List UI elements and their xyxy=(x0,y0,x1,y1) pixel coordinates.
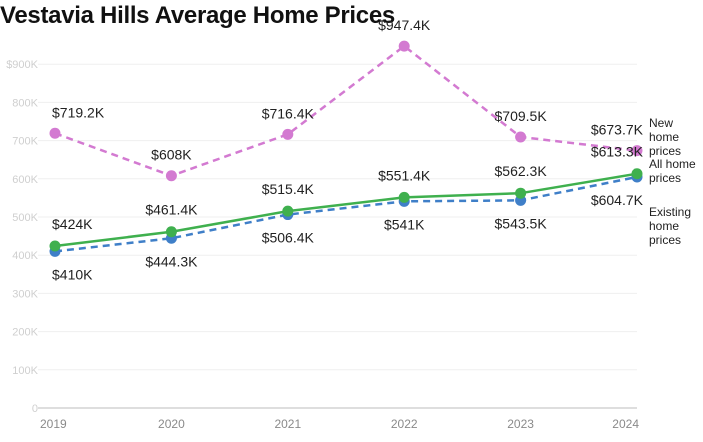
data-label: $541K xyxy=(384,216,425,232)
data-point xyxy=(398,191,410,203)
series-line xyxy=(54,44,638,177)
x-tick-label: 2020 xyxy=(158,417,185,431)
data-point xyxy=(398,40,410,52)
y-tick-label: 700K xyxy=(12,136,38,148)
data-point xyxy=(165,170,177,182)
y-tick-label: 500K xyxy=(12,212,38,224)
data-label: $604.7K xyxy=(591,192,644,208)
data-point xyxy=(631,145,643,157)
y-tick-label: 0 xyxy=(32,403,38,415)
y-tick-label: 200K xyxy=(12,327,38,339)
legend-label: All home xyxy=(649,157,696,171)
data-label: $506.4K xyxy=(262,230,315,246)
data-label: $515.4K xyxy=(262,181,315,197)
y-tick-label: 100K xyxy=(12,365,38,377)
data-point xyxy=(631,168,643,180)
data-label: $543.5K xyxy=(495,215,548,231)
legend-label: home xyxy=(649,130,679,144)
y-tick-label: 800K xyxy=(12,97,38,109)
y-tick-label: 300K xyxy=(12,288,38,300)
x-tick-label: 2024 xyxy=(612,417,639,431)
data-label: $613.3K xyxy=(591,144,644,160)
x-tick-label: 2022 xyxy=(391,417,418,431)
data-label: $551.4K xyxy=(378,167,431,183)
data-label: $673.7K xyxy=(591,122,644,138)
data-label: $719.2K xyxy=(52,104,105,120)
data-point xyxy=(49,127,61,139)
data-point xyxy=(282,205,294,217)
data-label: $709.5K xyxy=(495,108,548,124)
data-point xyxy=(515,187,527,199)
x-tick-label: 2019 xyxy=(40,417,67,431)
data-label: $947.4K xyxy=(378,17,431,33)
legend-label: prices xyxy=(649,144,681,158)
y-tick-label: $900K xyxy=(6,59,38,71)
y-tick-label: 600K xyxy=(12,174,38,186)
legend-label: New xyxy=(649,116,673,130)
data-label: $608K xyxy=(151,147,192,163)
x-tick-label: 2023 xyxy=(507,417,534,431)
legend-label: prices xyxy=(649,171,681,185)
series-line xyxy=(54,175,638,253)
legend-label: prices xyxy=(649,233,681,247)
data-label: $424K xyxy=(52,216,93,232)
data-label: $716.4K xyxy=(262,105,315,121)
data-point xyxy=(515,131,527,143)
data-point xyxy=(282,128,294,140)
data-label: $410K xyxy=(52,266,93,282)
data-point xyxy=(49,240,61,252)
legend-label: Existing xyxy=(649,205,691,219)
x-tick-label: 2021 xyxy=(274,417,301,431)
data-label: $562.3K xyxy=(495,163,548,179)
data-point xyxy=(165,226,177,238)
legend-label: home xyxy=(649,219,679,233)
data-label: $444.3K xyxy=(145,253,198,269)
chart-title: Vestavia Hills Average Home Prices xyxy=(0,2,395,29)
data-label: $461.4K xyxy=(145,202,198,218)
series-line xyxy=(54,172,638,248)
y-tick-label: 400K xyxy=(12,250,38,262)
